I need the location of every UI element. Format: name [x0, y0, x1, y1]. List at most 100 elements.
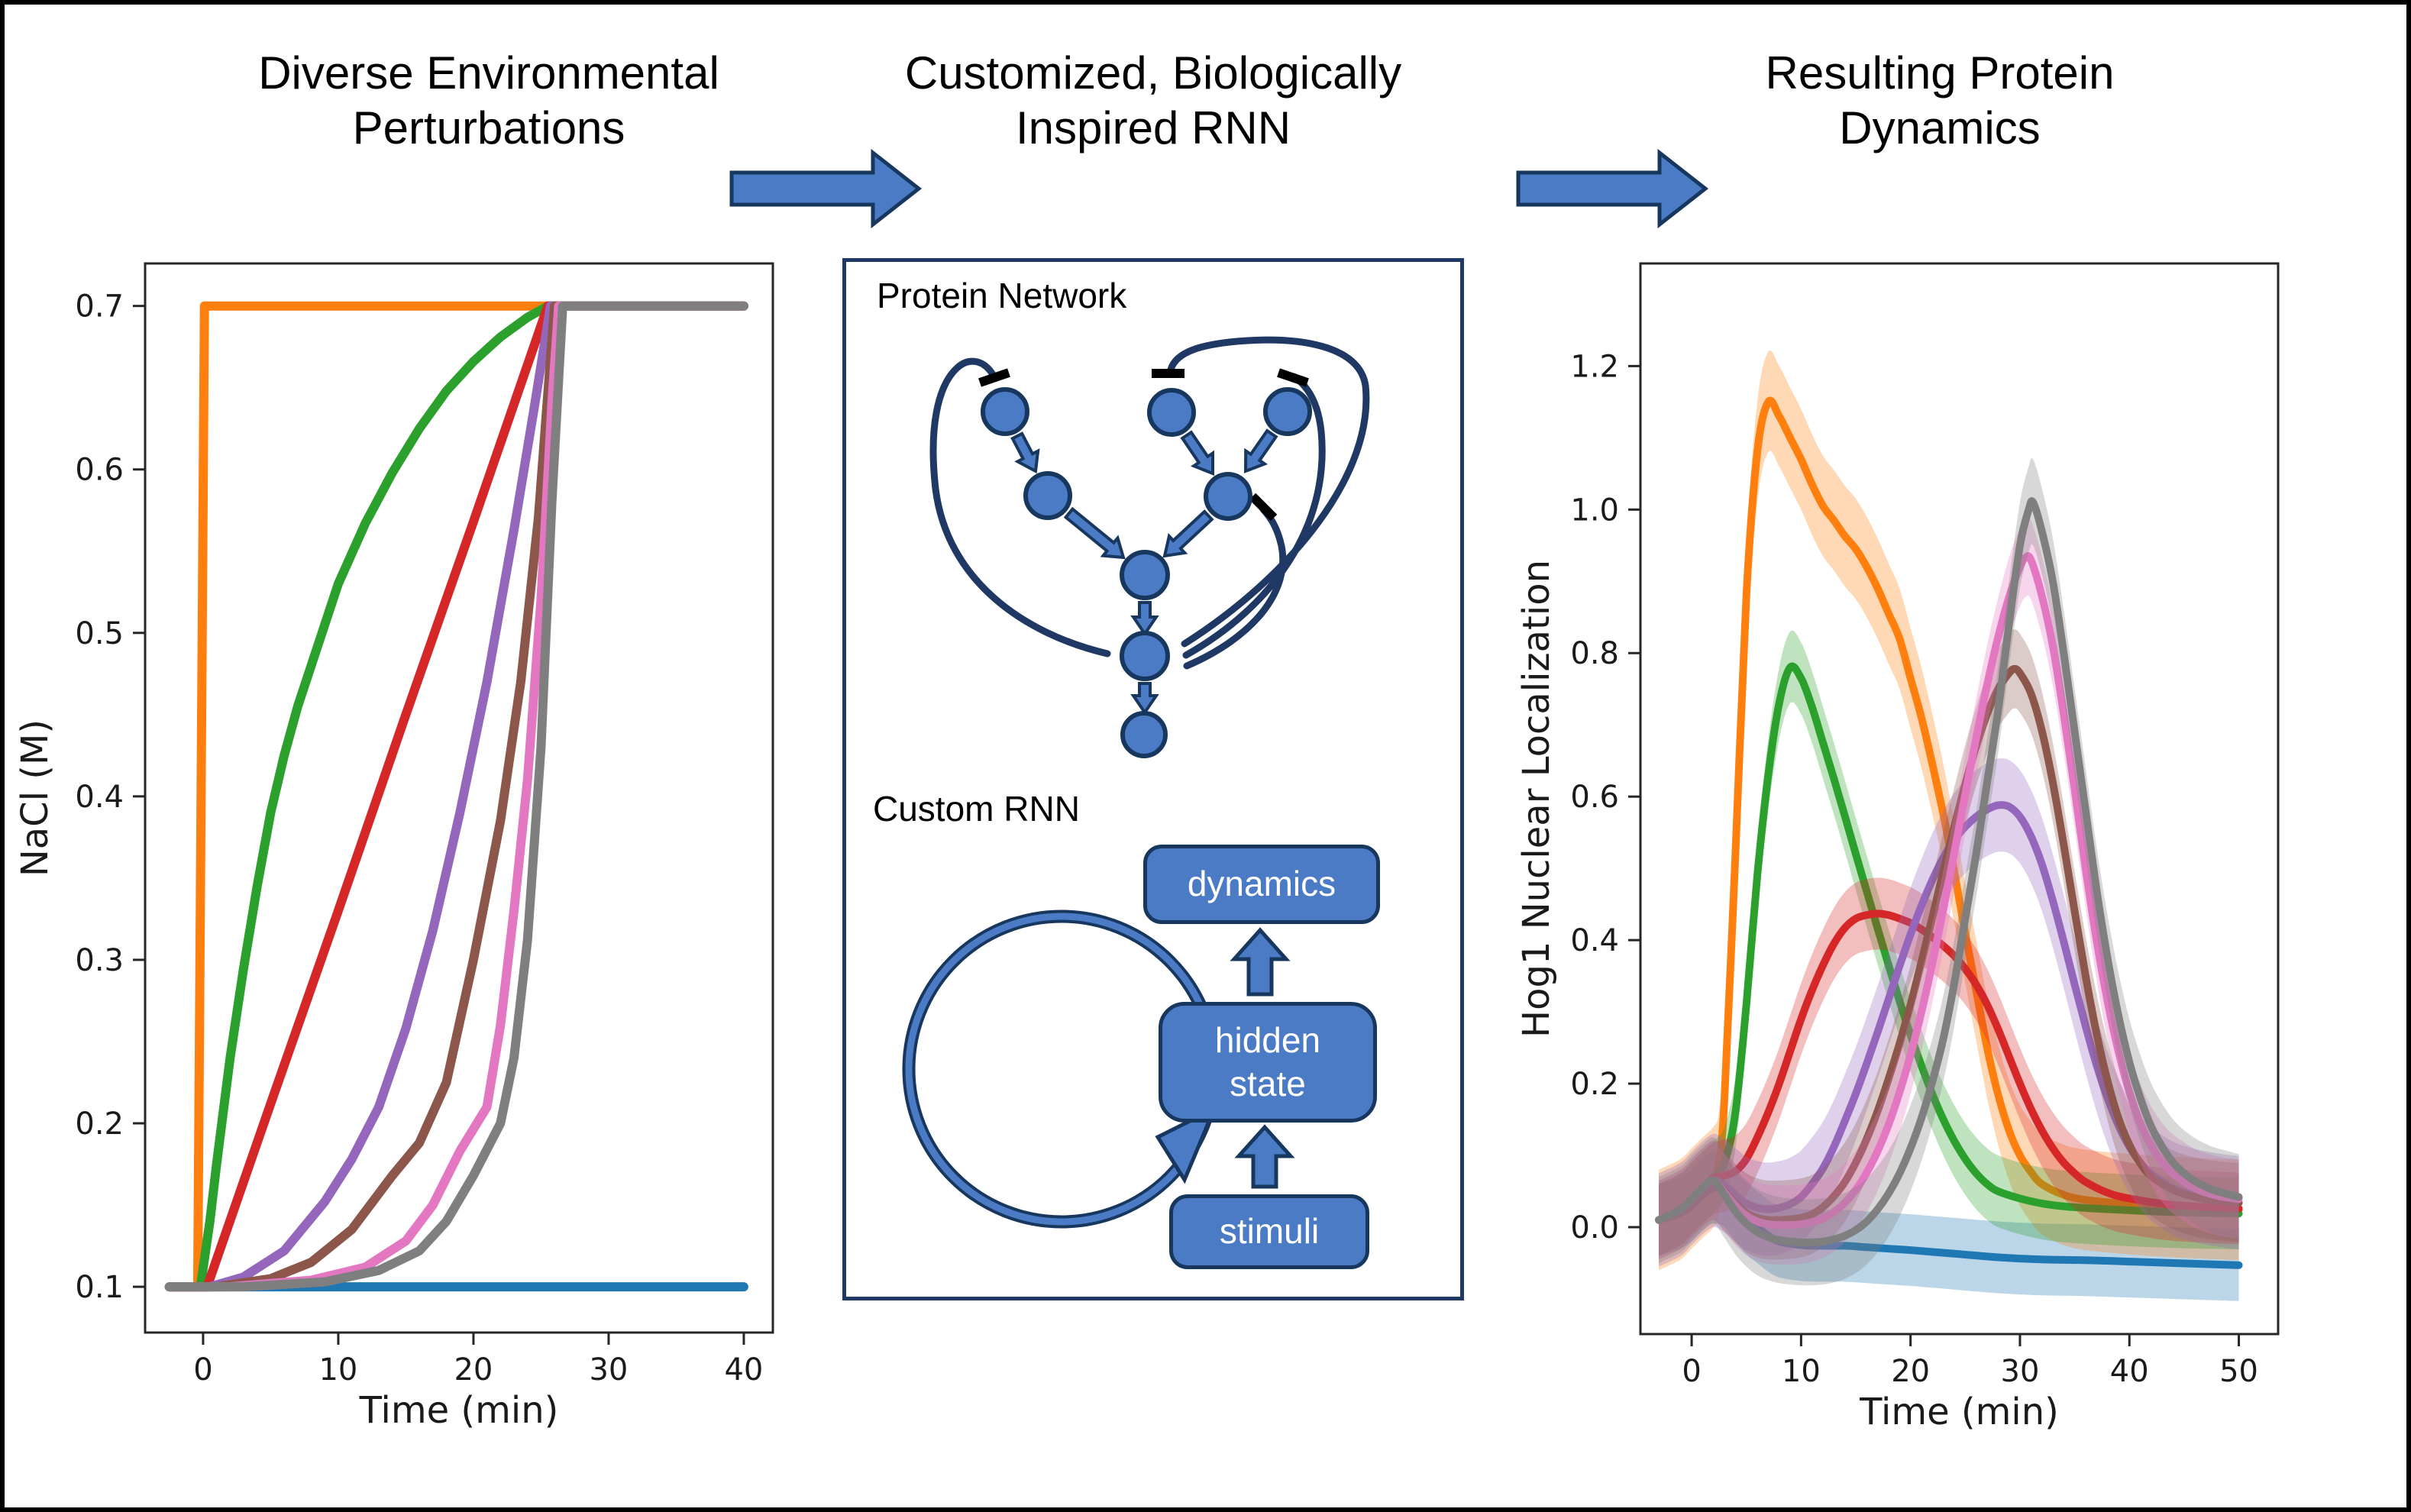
- title-perturbations-line2: Perturbations: [352, 102, 625, 153]
- series-orange-response-band: [1659, 350, 2239, 1271]
- x-tick-label: 40: [2110, 1354, 2149, 1389]
- x-tick-label: 50: [2219, 1354, 2258, 1389]
- protein-node-icon: [981, 387, 1029, 436]
- protein-node-icon: [1204, 472, 1252, 521]
- series-pink-response-line: [1655, 552, 2243, 1229]
- x-tick-label: 0: [1682, 1354, 1701, 1389]
- title-rnn-line1: Customized, Biologically: [904, 47, 1402, 99]
- series-green-fast-saturating-line: [164, 301, 748, 1292]
- activation-arrow-icon: [1063, 506, 1126, 560]
- stimuli-box: stimuli: [1169, 1194, 1369, 1269]
- y-tick-label: 0.4: [75, 780, 124, 815]
- protein-nodes: [981, 387, 1312, 758]
- y-tick-label: 0.2: [1570, 1067, 1619, 1102]
- feedback-curve-inner-icon: [1183, 506, 1287, 670]
- feedback-curves: [929, 336, 1370, 670]
- series-blue-response-line: [1655, 1184, 2243, 1269]
- activation-arrow-icon: [1180, 430, 1214, 476]
- series-gray-response-band: [1659, 457, 2239, 1286]
- series-gray-response-line: [1655, 497, 2243, 1246]
- loop-arrowhead-icon: [1155, 1104, 1218, 1184]
- series-orange-response-line: [1655, 396, 2243, 1224]
- series-purple-response-line: [1655, 801, 2243, 1224]
- activation-arrow-icon: [1010, 431, 1040, 474]
- up-arrow-icon: [1230, 927, 1291, 997]
- series-pink-late-ramp-line: [164, 301, 748, 1292]
- protein-node-icon: [1263, 387, 1312, 436]
- title-dynamics-line1: Resulting Protein: [1765, 47, 2115, 99]
- inhibition-tbar-icon: [1277, 368, 1309, 387]
- right-chart-frame: [1639, 262, 2280, 1336]
- series-brown-slower-ramp-line: [164, 301, 748, 1292]
- protein-node-icon: [1023, 471, 1072, 520]
- y-tick-label: 1.0: [1570, 493, 1619, 528]
- inhibition-tbar-icon: [978, 368, 1010, 387]
- title-dynamics-line2: Dynamics: [1839, 102, 2041, 153]
- x-tick-label: 20: [1891, 1354, 1930, 1389]
- activation-arrow-icon: [1130, 601, 1159, 637]
- inhibition-tbar-icon: [1249, 493, 1278, 522]
- series-red-response-band: [1659, 877, 2239, 1256]
- y-tick-label: 0.1: [75, 1270, 124, 1305]
- y-axis-label: Hog1 Nuclear Localization: [1515, 560, 1558, 1038]
- flow-arrow-icon-2: [1516, 148, 1709, 229]
- protein-node-icon: [1120, 631, 1170, 681]
- series-green-response-line: [1655, 662, 2243, 1224]
- stimuli-box-label: stimuli: [1219, 1211, 1320, 1252]
- title-perturbations: Diverse Environmental Perturbations: [176, 46, 802, 156]
- y-tick-label: 0.7: [75, 289, 124, 325]
- y-tick-label: 0.6: [75, 453, 124, 488]
- series-purple-slow-ramp-line: [164, 301, 748, 1292]
- hidden-state-label-line2: state: [1230, 1064, 1306, 1103]
- x-tick-label: 30: [589, 1352, 628, 1388]
- activation-arrows: [1010, 428, 1278, 716]
- title-perturbations-line1: Diverse Environmental: [258, 47, 719, 99]
- title-rnn: Customized, Biologically Inspired RNN: [840, 46, 1466, 156]
- x-tick-label: 10: [1782, 1354, 1821, 1389]
- y-tick-label: 0.8: [1570, 636, 1619, 671]
- flow-arrows: [729, 148, 1709, 229]
- series-gray-latest-ramp-line: [164, 301, 748, 1292]
- activation-arrow-icon: [1130, 682, 1159, 716]
- up-arrow-icon: [1234, 1124, 1295, 1189]
- title-dynamics: Resulting Protein Dynamics: [1627, 46, 2253, 156]
- y-axis-label: NaCl (M): [14, 719, 57, 877]
- x-tick-label: 40: [724, 1352, 763, 1388]
- hidden-state-label-line1: hidden: [1214, 1019, 1321, 1060]
- inhibition-tbars: [978, 368, 1309, 522]
- feedback-curve-right-icon: [1182, 373, 1326, 659]
- y-tick-label: 0.2: [75, 1107, 124, 1142]
- rnn-up-arrows: [1230, 927, 1295, 1189]
- dynamics-box: dynamics: [1143, 845, 1380, 924]
- hidden-state-box: hidden state: [1159, 1002, 1377, 1123]
- y-tick-label: 0.3: [75, 943, 124, 978]
- protein-node-icon: [1147, 388, 1196, 437]
- flow-arrow-icon-1: [729, 148, 923, 229]
- x-tick-label: 20: [454, 1352, 493, 1388]
- left-chart-frame: [144, 262, 774, 1334]
- y-tick-label: 0.6: [1570, 780, 1619, 815]
- title-rnn-line2: Inspired RNN: [1015, 102, 1291, 153]
- protein-node-icon: [1120, 550, 1170, 600]
- activation-arrow-icon: [1243, 428, 1278, 473]
- x-tick-label: 0: [193, 1352, 212, 1388]
- feedback-curve-left-icon: [929, 357, 1111, 657]
- series-red-linear-ramp-line: [164, 301, 748, 1292]
- y-tick-label: 0.5: [75, 616, 124, 651]
- y-tick-label: 1.2: [1570, 349, 1619, 384]
- x-tick-label: 10: [318, 1352, 357, 1388]
- activation-arrow-icon: [1162, 509, 1214, 558]
- x-axis-label: Time (min): [359, 1389, 559, 1432]
- custom-rnn-heading: Custom RNN: [873, 789, 1080, 829]
- y-tick-label: 0.4: [1570, 923, 1619, 958]
- right-chart: 0 10 20 30 40 50 0.0 0.2 0.4 0.6 0.8 1.0 1.2 Time (mi…: [1515, 262, 2280, 1433]
- y-tick-label: 0.0: [1570, 1210, 1619, 1245]
- left-chart: 0 10 20 30 40 0.1 0.2 0.3 0.4 0.5 0.6 0.7 Time (min)…: [14, 262, 774, 1432]
- protein-network-heading: Protein Network: [877, 276, 1127, 315]
- dynamics-box-label: dynamics: [1187, 864, 1336, 904]
- x-axis-label: Time (min): [1859, 1391, 2059, 1433]
- series-red-response-line: [1655, 909, 2243, 1224]
